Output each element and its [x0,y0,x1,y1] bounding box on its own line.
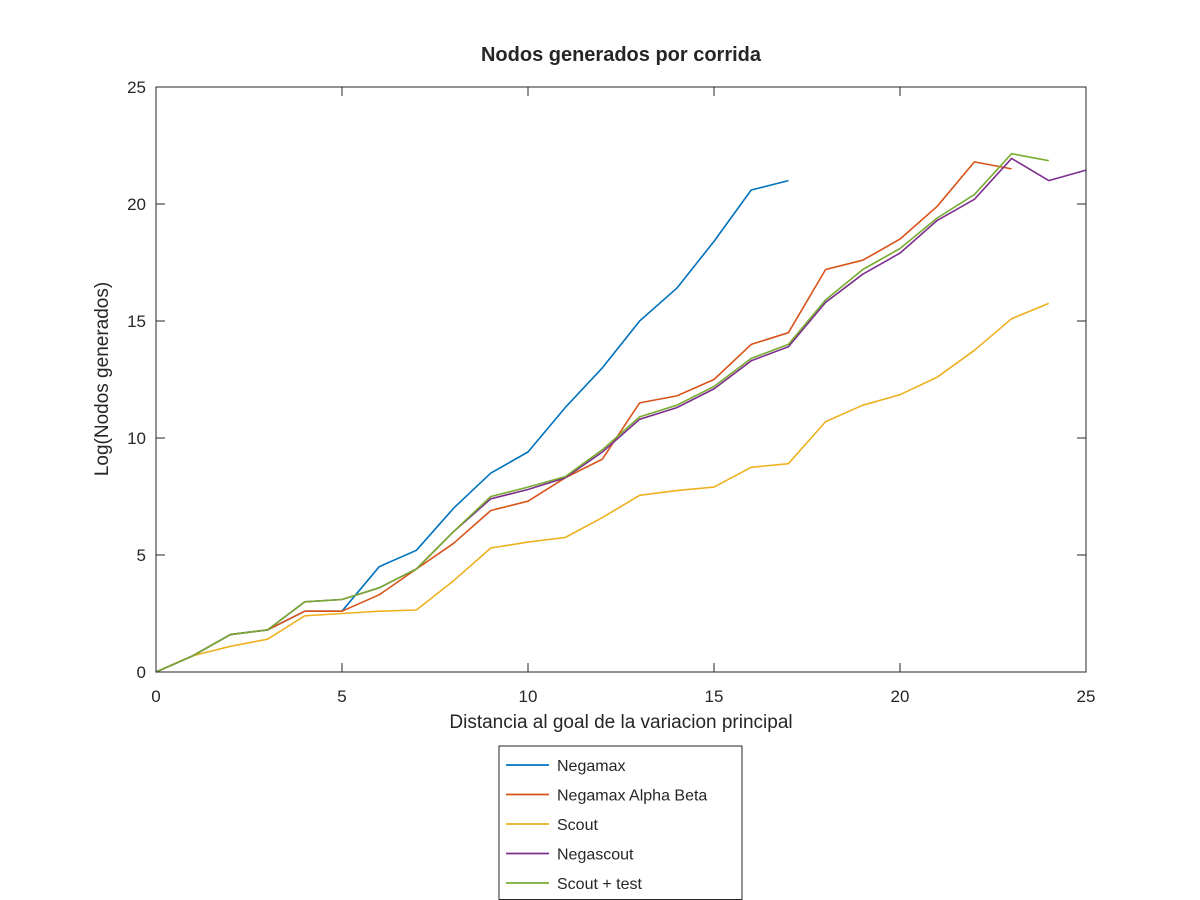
x-tick-label: 5 [337,687,346,706]
x-tick-label: 10 [519,687,538,706]
x-tick-label: 25 [1077,687,1096,706]
x-tick-label: 20 [891,687,910,706]
legend-label-4: Negascout [557,847,634,864]
series-group [155,152,1087,673]
legend-box [498,745,743,900]
legend: Negamax Negamax Alpha Beta Scout Negascout S… [498,745,743,900]
y-tick-label: 10 [127,429,146,448]
legend-label-1: Negamax [557,758,625,775]
legend-label-2: Negamax Alpha Beta [557,788,707,805]
legend-label-3: Scout [557,817,598,834]
y-tick-label: 5 [137,546,146,565]
x-tick-label: 0 [151,687,160,706]
series-line-2 [155,161,1012,673]
x-axis-label: Distancia al goal de la variacion princi… [449,712,792,733]
series-line-3 [155,302,1050,673]
y-tick-label: 15 [127,312,146,331]
chart-title: Nodos generados por corrida [481,44,762,66]
y-tick-label: 20 [127,195,146,214]
ticks-group: 0 5 10 15 20 25 0 5 10 15 20 25 [127,78,1095,706]
x-tick-label: 15 [705,687,724,706]
series-line-5 [155,152,1049,673]
plot-area [156,87,1086,672]
y-tick-label: 0 [137,663,146,682]
plot-frame [155,86,1087,673]
y-tick-label: 25 [127,78,146,97]
y-axis-label: Log(Nodos generados) [92,282,113,476]
legend-label-5: Scout + test [557,876,642,893]
